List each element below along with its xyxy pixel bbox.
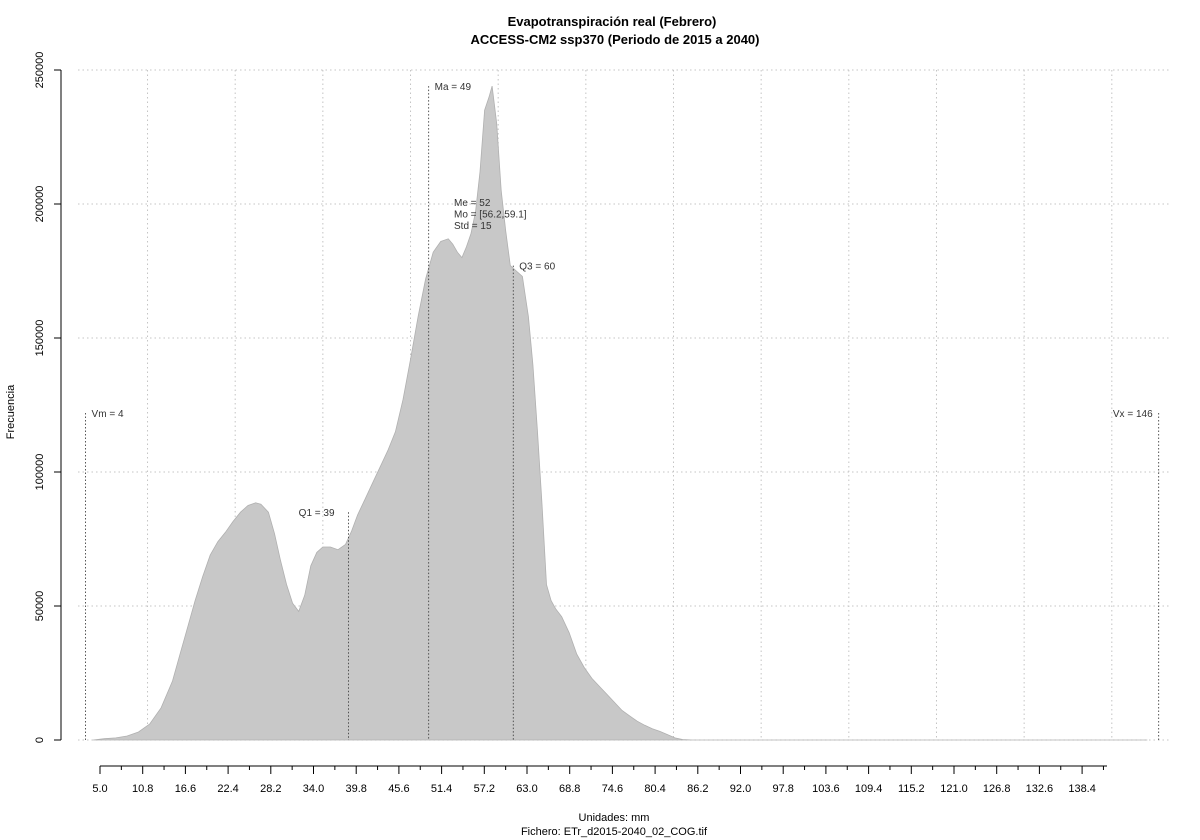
x-tick-label: 57.2	[474, 783, 495, 795]
y-tick-label: 250000	[34, 52, 46, 89]
x-tick-label: 103.6	[812, 783, 840, 795]
x-tick-label: 28.2	[260, 783, 281, 795]
chart-title: Evapotranspiración real (Febrero)	[508, 14, 717, 29]
x-tick-label: 132.6	[1026, 783, 1054, 795]
y-tick-label: 50000	[34, 591, 46, 622]
stat-lines: Vm = 4 Q1 = 39 Ma = 49 Q3 = 60 Vx = 146	[85, 82, 1160, 740]
stat-line-label: Ma = 49	[435, 82, 472, 93]
x-tick-label: 74.6	[602, 783, 623, 795]
x-tick-label: 86.2	[687, 783, 708, 795]
y-tick-label: 0	[34, 737, 46, 743]
x-tick-label: 109.4	[855, 783, 883, 795]
y-axis-label: Frecuencia	[5, 384, 17, 439]
y-tick-label: 200000	[34, 186, 46, 223]
stat-text: Std = 15	[454, 221, 492, 232]
chart-subtitle: ACCESS-CM2 ssp370 (Periodo de 2015 a 204…	[470, 32, 759, 47]
stat-line-label: Q3 = 60	[519, 262, 555, 273]
x-tick-label: 80.4	[644, 783, 665, 795]
frequency-area	[93, 85, 1148, 741]
stat-line-label: Vm = 4	[92, 409, 124, 420]
x-tick-label: 68.8	[559, 783, 580, 795]
x-tick-label: 10.8	[132, 783, 153, 795]
stat-text: Mo = [56.2,59.1]	[454, 210, 527, 221]
x-tick-label: 5.0	[92, 783, 107, 795]
y-tick-label: 150000	[34, 320, 46, 357]
x-tick-label: 51.4	[431, 783, 452, 795]
x-tick-label: 138.4	[1068, 783, 1096, 795]
x-tick-label: 115.2	[898, 783, 925, 795]
x-tick-label: 97.8	[772, 783, 793, 795]
x-tick-label: 22.4	[217, 783, 238, 795]
stat-line-label: Q1 = 39	[299, 508, 335, 519]
x-tick-label: 126.8	[983, 783, 1011, 795]
file-footer: Fichero: ETr_d2015-2040_02_COG.tif	[521, 826, 708, 838]
y-tick-label: 100000	[34, 454, 46, 491]
x-tick-label: 121.0	[940, 783, 968, 795]
x-tick-label: 92.0	[730, 783, 751, 795]
x-tick-label: 63.0	[516, 783, 537, 795]
stat-line-label: Vx = 146	[1113, 409, 1153, 420]
x-tick-label: 16.6	[175, 783, 196, 795]
x-axis: 5.0 10.8 16.6 22.4 28.2 34.0 39.8 45.6 51.4 57.2 6…	[92, 765, 1107, 795]
stat-text: Me = 52	[454, 198, 491, 209]
x-axis-label: Unidades: mm	[579, 812, 650, 824]
x-tick-label: 34.0	[303, 783, 324, 795]
x-tick-label: 45.6	[388, 783, 409, 795]
y-axis: 0 50000 100000 150000 200000 250000	[34, 52, 62, 743]
x-tick-label: 39.8	[345, 783, 366, 795]
